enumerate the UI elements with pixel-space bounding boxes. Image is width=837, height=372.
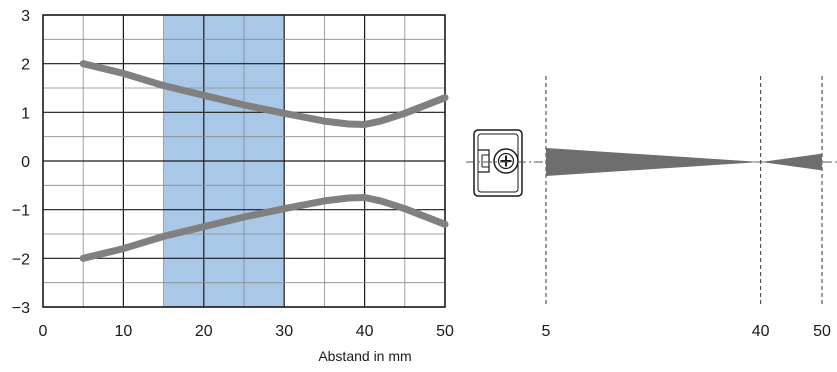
y-axis-ticks: 3 2 1 0 −1 −2 −3 bbox=[12, 8, 30, 317]
y-tick-label: 1 bbox=[21, 105, 30, 122]
x-tick-label: 50 bbox=[436, 323, 454, 340]
distance-guides bbox=[545, 76, 823, 307]
upper-curve bbox=[79, 60, 449, 128]
beam-shape bbox=[546, 148, 822, 176]
chart-grid bbox=[42, 14, 446, 308]
y-tick-label: 0 bbox=[21, 154, 30, 171]
x-tick-label: 30 bbox=[275, 323, 293, 340]
x-tick-label: 20 bbox=[195, 323, 213, 340]
y-tick-label: 2 bbox=[21, 57, 30, 74]
distance-tick-label: 50 bbox=[813, 323, 831, 340]
distance-tick-label: 5 bbox=[542, 323, 551, 340]
x-axis-label: Abstand in mm bbox=[318, 348, 411, 364]
plot-frame bbox=[42, 14, 446, 308]
distance-ticks: 5 40 50 bbox=[542, 323, 831, 340]
y-tick-label: −3 bbox=[12, 300, 30, 317]
y-tick-label: −1 bbox=[12, 203, 30, 220]
lower-curve bbox=[79, 194, 449, 262]
beam-diagram: 5 40 50 bbox=[466, 76, 837, 340]
proximity-sensor-icon bbox=[473, 129, 523, 197]
x-tick-label: 40 bbox=[356, 323, 374, 340]
y-tick-label: 3 bbox=[21, 8, 30, 25]
x-axis-ticks: 0 10 20 30 40 50 bbox=[39, 323, 454, 340]
chart-series bbox=[79, 60, 449, 262]
y-tick-label: −2 bbox=[12, 251, 30, 268]
distance-tick-label: 40 bbox=[752, 323, 770, 340]
x-tick-label: 0 bbox=[39, 323, 48, 340]
x-tick-label: 10 bbox=[115, 323, 133, 340]
